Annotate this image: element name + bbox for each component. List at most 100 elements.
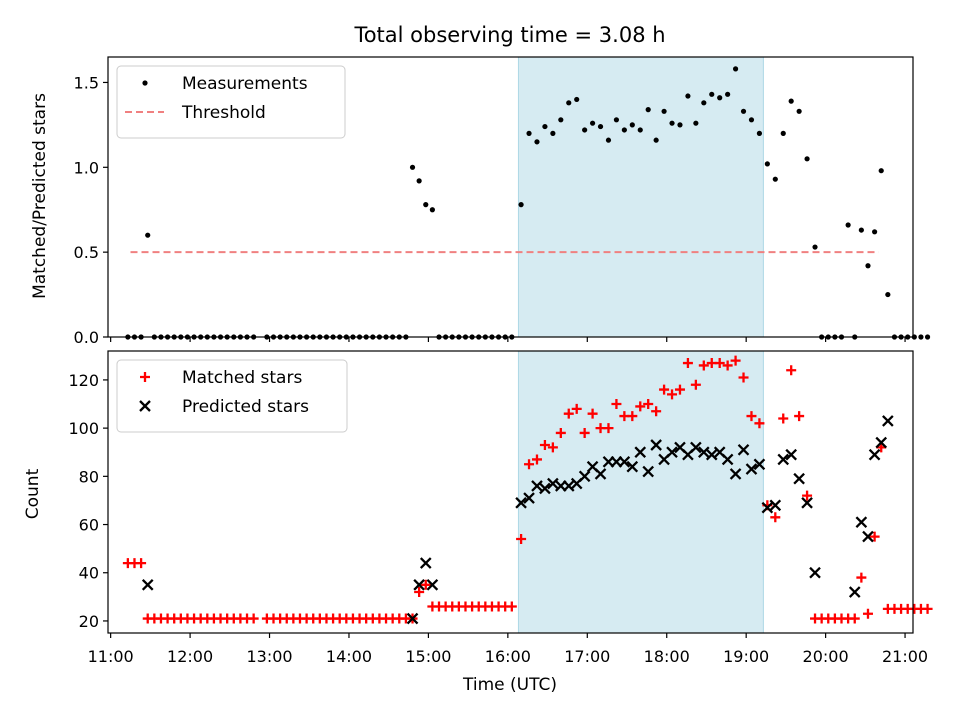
data-point-p1-s1-45 [862, 530, 874, 543]
data-point-p1-s0-101 [849, 613, 860, 624]
observing-window-0 [517, 56, 764, 338]
data-point-p1-s0-73 [635, 401, 646, 412]
legend-label-1-0: Matched stars [182, 368, 302, 388]
data-point-p1-s0-91 [778, 413, 789, 424]
data-point-p1-s1-48 [882, 415, 894, 427]
data-point-p1-s0-72 [627, 411, 638, 422]
data-point-p0-s0-93 [796, 108, 802, 114]
data-point-p1-s0-60 [531, 454, 542, 465]
data-point-p0-s0-74 [645, 107, 651, 113]
data-point-p0-s0-65 [574, 96, 580, 103]
x-tick-label-7: 18:00 [644, 647, 690, 666]
data-point-p0-s0-42 [409, 164, 416, 170]
data-point-p1-s1-18 [618, 456, 631, 468]
data-point-p0-s0-45 [429, 207, 435, 213]
data-point-p1-s0-104 [869, 531, 880, 542]
data-point-p0-s0-69 [605, 137, 612, 143]
data-point-p1-s0-75 [651, 406, 662, 417]
y-tick-label-1-1: 40 [79, 564, 99, 583]
x-tick-label-5: 16:00 [485, 647, 531, 666]
y-tick-label-0-3: 1.5 [74, 73, 99, 92]
data-point-p1-s0-69 [603, 423, 614, 434]
y-axis-label-top: Matched/Predicted stars [30, 93, 50, 299]
data-point-p1-s1-21 [642, 465, 655, 478]
data-point-p1-s1-36 [761, 501, 774, 514]
data-point-p1-s0-62 [547, 442, 558, 453]
data-point-p1-s1-7 [531, 480, 543, 492]
data-point-p1-s0-103 [862, 608, 873, 619]
data-point-p1-s1-47 [875, 436, 888, 449]
data-point-p1-s0-66 [579, 427, 590, 438]
x-tick-label-9: 20:00 [803, 647, 849, 666]
data-point-p1-s0-59 [524, 459, 535, 470]
data-point-p1-s1-11 [562, 480, 575, 492]
data-point-p0-s0-3 [145, 232, 151, 238]
data-point-p1-s1-19 [626, 460, 639, 473]
data-point-p1-s1-40 [793, 472, 805, 485]
data-point-p1-s0-70 [611, 399, 622, 410]
data-point-p1-s1-6 [523, 492, 535, 504]
data-point-p0-s0-89 [764, 161, 770, 167]
data-point-p1-s1-20 [634, 446, 647, 459]
data-point-p1-s0-78 [674, 384, 685, 395]
legend-0 [116, 65, 346, 139]
x-tick-label-4: 15:00 [405, 647, 451, 666]
data-point-p1-s1-3 [419, 557, 432, 569]
data-point-p1-s1-27 [690, 441, 702, 454]
data-point-p0-s0-68 [597, 123, 604, 130]
data-point-p0-s0-62 [550, 130, 556, 136]
data-point-p0-s0-71 [621, 127, 627, 133]
legend-label-1-1: Predicted stars [182, 397, 309, 417]
y-tick-label-1-4: 100 [68, 419, 99, 438]
data-point-p0-s0-94 [804, 156, 810, 162]
data-point-p1-s1-33 [737, 444, 750, 456]
data-point-p0-s0-58 [518, 202, 524, 208]
data-point-p1-s0-94 [802, 490, 813, 501]
y-tick-label-1-2: 60 [79, 516, 99, 535]
data-point-p1-s0-44 [420, 579, 431, 590]
data-point-p1-s0-102 [856, 572, 867, 583]
data-point-p0-s0-60 [534, 139, 540, 145]
data-point-p0-s0-63 [558, 117, 564, 123]
data-point-p1-s0-112 [922, 603, 933, 614]
y-tick-label-0-2: 1.0 [74, 158, 99, 177]
data-point-p0-s0-103 [865, 263, 871, 269]
x-tick-label-8: 19:00 [723, 647, 769, 666]
data-point-p1-s1-15 [594, 468, 607, 480]
y-tick-label-1-0: 20 [79, 612, 99, 631]
y-tick-label-0-0: 0.0 [74, 328, 99, 347]
chart-title: Total observing time = 3.08 h [353, 23, 665, 47]
data-point-p1-s0-64 [563, 408, 574, 419]
data-point-p0-s0-100 [845, 222, 851, 228]
legend-marker-0-0 [142, 80, 148, 86]
data-point-p1-s1-29 [705, 448, 718, 461]
data-point-p0-s0-43 [416, 178, 422, 184]
data-point-p0-s0-106 [885, 291, 891, 298]
axes-frame-1 [107, 350, 914, 634]
data-point-p1-s1-9 [547, 477, 559, 490]
plot-area: 0.0 0.5 1.0 1.5 Measurements Threshold 20 40 60 8… [68, 56, 933, 666]
data-point-p0-s0-77 [669, 120, 675, 126]
observing-window-1 [517, 350, 764, 634]
x-tick-label-10: 21:00 [882, 647, 928, 666]
x-tick-label-1: 12:00 [167, 647, 213, 666]
data-point-p0-s0-72 [629, 122, 635, 128]
data-point-p1-s0-90 [770, 512, 781, 523]
data-point-p0-s0-78 [677, 122, 683, 128]
data-point-p1-s0-80 [690, 379, 701, 390]
x-tick-label-3: 14:00 [326, 647, 372, 666]
data-point-p0-s0-92 [788, 98, 794, 104]
data-point-p0-s0-76 [661, 108, 667, 114]
data-point-p1-s1-32 [729, 468, 742, 480]
data-point-p1-s0-19 [248, 613, 259, 624]
data-point-p1-s0-2 [136, 558, 147, 569]
x-tick-label-0: 11:00 [88, 647, 134, 666]
legend-label-0-1: Threshold [181, 103, 266, 123]
data-point-p1-s0-86 [738, 372, 749, 383]
data-point-p1-s1-13 [578, 470, 591, 483]
data-point-p1-s1-44 [855, 516, 868, 528]
data-point-p1-s0-81 [698, 360, 709, 371]
axes-frame-0 [107, 56, 914, 338]
data-point-p1-s0-67 [587, 408, 598, 419]
